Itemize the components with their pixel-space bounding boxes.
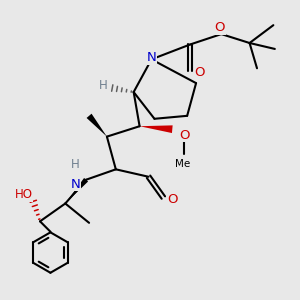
Text: O: O: [214, 21, 225, 34]
Text: O: O: [167, 193, 178, 206]
Text: O: O: [179, 129, 189, 142]
Text: N: N: [71, 178, 81, 191]
Text: N: N: [147, 51, 156, 64]
Polygon shape: [140, 125, 172, 133]
Polygon shape: [65, 178, 88, 203]
Text: O: O: [194, 66, 205, 79]
Text: H: H: [71, 158, 80, 171]
Text: HO: HO: [15, 188, 33, 201]
Text: Me: Me: [175, 159, 190, 169]
Text: H: H: [99, 79, 108, 92]
Polygon shape: [87, 114, 107, 136]
